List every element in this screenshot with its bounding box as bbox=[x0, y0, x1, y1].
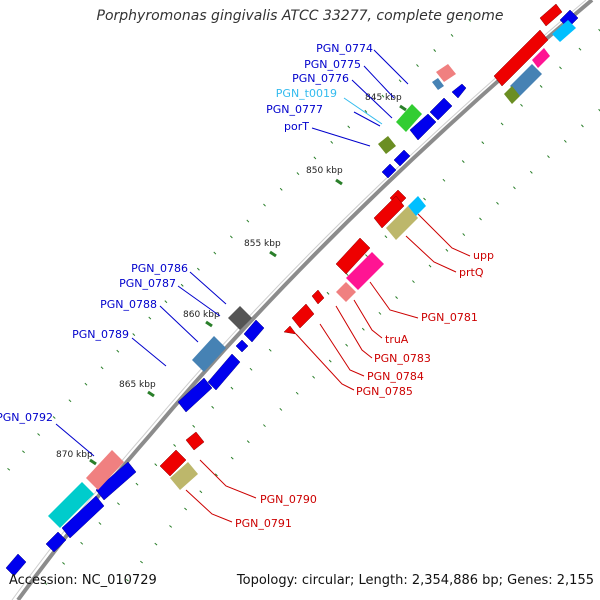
cds-forward-block-4[interactable] bbox=[381, 163, 397, 179]
cds-forward-block-1[interactable] bbox=[409, 113, 437, 141]
cds-reverse-top-1[interactable] bbox=[493, 29, 549, 87]
leader-prtQ bbox=[405, 235, 457, 273]
gene-pgn-0788[interactable] bbox=[192, 336, 226, 372]
cds-forward-block-3[interactable] bbox=[393, 149, 411, 167]
gene-pgn-0774[interactable] bbox=[436, 64, 456, 82]
cds-forward-block-10[interactable] bbox=[61, 495, 105, 539]
label-pgn-0776[interactable]: PGN_0776 bbox=[292, 72, 349, 85]
gene-pgn-0786[interactable] bbox=[228, 306, 252, 330]
gene-upp[interactable] bbox=[408, 196, 426, 216]
leader-pgn-0786 bbox=[189, 271, 227, 305]
label-truA[interactable]: truA bbox=[385, 333, 409, 346]
leader-pgn-0791 bbox=[185, 489, 233, 523]
leader-pgn-0777 bbox=[353, 111, 381, 127]
gene-truA[interactable] bbox=[336, 282, 356, 302]
tick-label-865: 865 kbp bbox=[119, 380, 156, 390]
cds-forward-0774-region[interactable] bbox=[451, 83, 467, 99]
gene-top-pink[interactable] bbox=[532, 48, 550, 68]
gene-top-cyan[interactable] bbox=[552, 20, 576, 42]
cds-reverse-block-1[interactable] bbox=[335, 237, 371, 275]
cds-forward-block-7[interactable] bbox=[207, 353, 241, 391]
cds-reverse-block-2[interactable] bbox=[311, 289, 325, 305]
leader-porT bbox=[311, 127, 371, 147]
label-pgn-0775[interactable]: PGN_0775 bbox=[304, 58, 361, 71]
label-pgn-0789[interactable]: PGN_0789 bbox=[72, 328, 129, 341]
label-pgn-0774[interactable]: PGN_0774 bbox=[316, 42, 373, 55]
cds-forward-block-6[interactable] bbox=[235, 339, 249, 353]
leader-pgn-0787 bbox=[177, 285, 221, 317]
cds-forward-block-8[interactable] bbox=[177, 377, 213, 413]
cds-reverse-pgn-0790[interactable] bbox=[159, 449, 187, 477]
leader-pgn-t0019 bbox=[343, 97, 383, 125]
label-pgn-0786[interactable]: PGN_0786 bbox=[131, 262, 188, 275]
label-pgn-0781[interactable]: PGN_0781 bbox=[421, 311, 478, 324]
leader-pgn-0792 bbox=[55, 423, 95, 457]
leader-pgn-0774 bbox=[373, 49, 409, 85]
cds-reverse-block-3[interactable] bbox=[291, 303, 315, 329]
gene-pgn-0781[interactable] bbox=[346, 252, 384, 290]
gene-pgn-0791[interactable] bbox=[170, 462, 198, 490]
tick-label-855: 855 kbp bbox=[244, 239, 281, 249]
leader-pgn-0781 bbox=[369, 281, 419, 319]
leader-pgn-0789 bbox=[131, 337, 167, 367]
leader-pgn-0785 bbox=[295, 333, 355, 391]
label-pgn-0791[interactable]: PGN_0791 bbox=[235, 517, 292, 530]
cds-forward-block-9[interactable] bbox=[95, 461, 137, 501]
map-title: Porphyromonas gingivalis ATCC 33277, com… bbox=[96, 8, 504, 24]
label-pgn-0783[interactable]: PGN_0783 bbox=[374, 352, 431, 365]
tick-label-845: 845 kbp bbox=[365, 93, 402, 103]
cds-reverse-prtQ-top[interactable] bbox=[373, 195, 405, 229]
gene-pgn-0792[interactable] bbox=[48, 482, 94, 528]
tick-label-850: 850 kbp bbox=[306, 166, 343, 176]
leader-pgn-0784 bbox=[319, 323, 365, 377]
leader-pgn-0790 bbox=[199, 459, 257, 499]
tick-marks bbox=[89, 104, 407, 466]
accession-text: Accession: NC_010729 bbox=[9, 573, 157, 588]
cds-reverse-pgn-0790b[interactable] bbox=[185, 431, 205, 451]
label-porT[interactable]: porT bbox=[284, 120, 309, 133]
tick-label-870: 870 kbp bbox=[56, 450, 93, 460]
gene-top-teal[interactable] bbox=[510, 64, 542, 96]
gene-pink-near-0792[interactable] bbox=[86, 450, 124, 490]
label-pgn-0790[interactable]: PGN_0790 bbox=[260, 493, 317, 506]
label-upp[interactable]: upp bbox=[473, 249, 494, 262]
label-pgn-t0019[interactable]: PGN_t0019 bbox=[276, 87, 337, 100]
label-pgn-0784[interactable]: PGN_0784 bbox=[367, 370, 424, 383]
leader-upp bbox=[417, 213, 471, 257]
tick-label-860: 860 kbp bbox=[183, 310, 220, 320]
cds-reverse-block-4[interactable] bbox=[283, 325, 297, 335]
gene-pgn-0776[interactable] bbox=[396, 104, 422, 132]
label-prtQ[interactable]: prtQ bbox=[459, 266, 484, 279]
leader-truA bbox=[353, 299, 383, 339]
gene-top-olive[interactable] bbox=[504, 86, 520, 104]
genome-summary-text: Topology: circular; Length: 2,354,886 bp… bbox=[236, 573, 594, 588]
cds-forward-block-12[interactable] bbox=[5, 553, 27, 577]
cds-reverse-top-2[interactable] bbox=[539, 3, 563, 27]
leader-pgn-0788 bbox=[159, 305, 199, 343]
cds-forward-block-11[interactable] bbox=[45, 531, 67, 553]
track-dots-outer bbox=[118, 108, 600, 591]
label-pgn-0777[interactable]: PGN_0777 bbox=[266, 103, 323, 116]
leader-pgn-0776 bbox=[351, 79, 393, 119]
label-pgn-0785[interactable]: PGN_0785 bbox=[356, 385, 413, 398]
leader-pgn-0775 bbox=[363, 65, 395, 99]
gene-pgn-0775[interactable] bbox=[432, 78, 444, 90]
label-pgn-0792[interactable]: PGN_0792 bbox=[0, 411, 53, 424]
leader-pgn-0783 bbox=[335, 305, 373, 359]
label-pgn-0787[interactable]: PGN_0787 bbox=[119, 277, 176, 290]
cds-forward-block-2[interactable] bbox=[429, 97, 453, 121]
gene-pgn-0777[interactable] bbox=[378, 136, 396, 154]
gene-prtQ[interactable] bbox=[386, 206, 418, 240]
label-pgn-0788[interactable]: PGN_0788 bbox=[100, 298, 157, 311]
cds-forward-block-5[interactable] bbox=[243, 319, 265, 343]
track-dots-inner bbox=[0, 18, 471, 481]
